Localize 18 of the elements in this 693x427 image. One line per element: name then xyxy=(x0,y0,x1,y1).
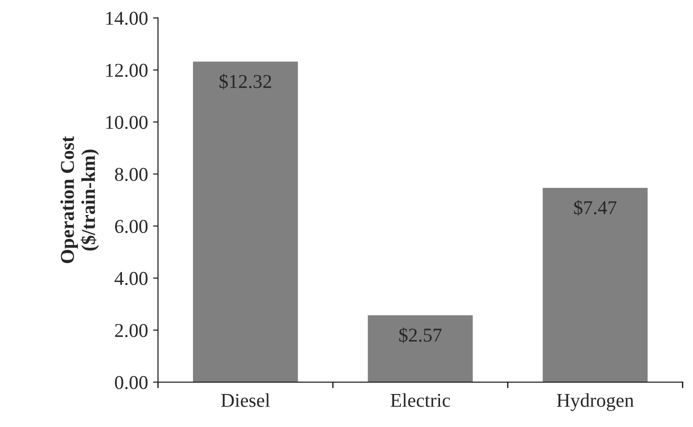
y-tick-label: 14.00 xyxy=(106,12,148,25)
bar xyxy=(368,315,473,382)
x-tick-label: Hydrogen xyxy=(556,393,634,411)
bar xyxy=(192,62,298,382)
y-tick-label: 4.00 xyxy=(114,272,148,286)
x-tick-label: Diesel xyxy=(221,393,270,407)
y-tick-label: 6.00 xyxy=(115,220,148,234)
data-label: $2.57 xyxy=(399,327,442,344)
y-tick-label: 0.00 xyxy=(114,376,148,390)
data-label: $7.47 xyxy=(574,200,616,216)
y-tick-label: 2.00 xyxy=(115,324,148,338)
bar xyxy=(542,188,648,382)
y-tick-label: 10.00 xyxy=(106,116,148,130)
x-tick-label: Electric xyxy=(390,393,450,407)
y-tick-label: 8.00 xyxy=(114,168,148,182)
data-label: $12.32 xyxy=(220,74,272,90)
y-axis-title: Operation Cost ($/train-km) xyxy=(60,136,99,264)
y-tick-label: 12.00 xyxy=(106,64,148,77)
